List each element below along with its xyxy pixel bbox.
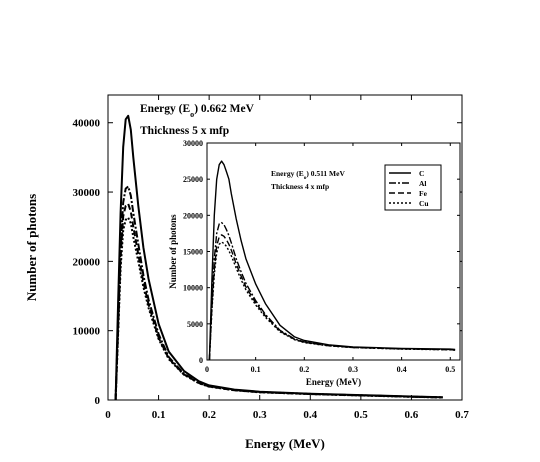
energy-annotation-part: ) 0.662 MeV <box>194 103 254 115</box>
main-x-tick-label: 0.4 <box>303 409 317 421</box>
inset-y-tick-label: 15000 <box>183 248 203 257</box>
legend-label-c: C <box>419 169 424 178</box>
main-x-tick-label: 0.1 <box>152 409 166 421</box>
inset-series-line-c <box>208 160 456 361</box>
main-x-tick-label: 0.6 <box>405 409 419 421</box>
main-x-tick-label: 0.5 <box>354 409 368 421</box>
inset-series-line-fe <box>208 234 456 361</box>
inset-x-tick-label: 0.4 <box>397 365 407 374</box>
inset-series-line-cu <box>208 241 456 361</box>
energy-annotation: Energy (Eo) 0.662 MeV <box>140 103 255 119</box>
inset-energy-annotation-part: Energy (E <box>271 169 304 178</box>
main-y-axis-title: Number of photons <box>24 194 39 301</box>
thickness-annotation: Thickness 5 x mfp <box>140 125 229 137</box>
main-y-tick-label: 20000 <box>73 256 101 268</box>
inset-y-tick-label: 30000 <box>183 139 203 148</box>
inset-x-tick-label: 0.3 <box>348 365 358 374</box>
inset-x-tick-label: 0.2 <box>299 365 309 374</box>
main-y-tick-label: 40000 <box>73 118 101 130</box>
energy-annotation-subscript: o <box>190 110 194 119</box>
inset-x-tick-label: 0 <box>205 365 209 374</box>
inset-y-tick-label: 10000 <box>183 284 203 293</box>
inset-y-tick-label: 25000 <box>183 175 203 184</box>
inset-x-axis-title: Energy (MeV) <box>306 377 361 387</box>
main-x-tick-label: 0.2 <box>202 409 216 421</box>
inset-energy-annotation-part: ) 0.511 MeV <box>306 169 345 178</box>
main-y-tick-label: 30000 <box>73 187 101 199</box>
main-x-tick-label: 0.3 <box>253 409 267 421</box>
legend-label-fe: Fe <box>419 189 428 198</box>
inset-y-axis-title: Number of photons <box>168 214 178 289</box>
main-series-line-dashed <box>114 202 443 401</box>
main-series-line-dash-dot <box>114 185 443 401</box>
main-y-tick-label: 0 <box>95 395 101 407</box>
legend-label-al: Al <box>419 179 427 188</box>
inset-energy-annotation: Energy (Eo) 0.511 MeV <box>271 169 345 181</box>
inset-energy-annotation-subscript: o <box>304 175 307 181</box>
main-y-tick-label: 10000 <box>73 326 101 338</box>
inset-y-tick-label: 0 <box>199 356 203 365</box>
legend-label-cu: Cu <box>419 199 429 208</box>
inset-thickness-annotation: Thickness 4 x mfp <box>271 182 329 191</box>
main-series-line-dotted <box>114 216 443 401</box>
inset-y-tick-label: 5000 <box>187 320 203 329</box>
main-x-tick-label: 0 <box>105 409 111 421</box>
energy-annotation-part: Energy (E <box>140 103 190 115</box>
main-x-axis-title: Energy (MeV) <box>245 436 325 451</box>
inset-y-tick-label: 20000 <box>183 211 203 220</box>
inset-chart: 0 0.1 0.2 0.3 0.4 0.5 0 5000 10000 15000 20000 2500… <box>168 139 461 387</box>
main-x-tick-label: 0.7 <box>455 409 469 421</box>
inset-x-tick-label: 0.1 <box>251 365 261 374</box>
inset-series-line-al <box>208 221 456 361</box>
inset-x-tick-label: 0.5 <box>445 365 455 374</box>
